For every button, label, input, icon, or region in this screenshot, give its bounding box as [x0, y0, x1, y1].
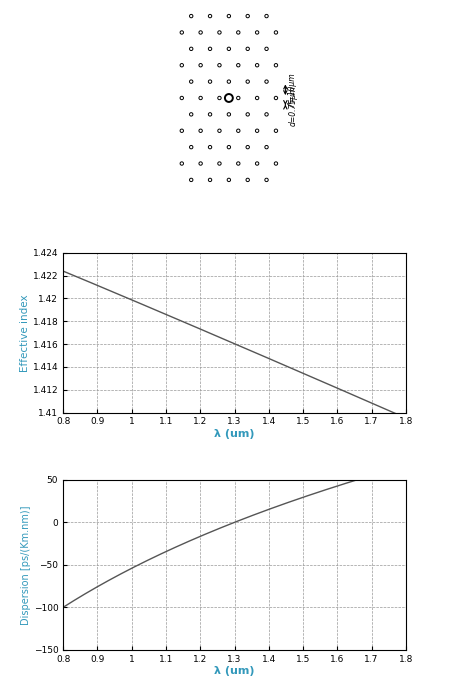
X-axis label: λ (um): λ (um) — [214, 667, 255, 676]
Text: Λ=10μm: Λ=10μm — [289, 73, 298, 106]
Y-axis label: Dispersion [ps/(Km.nm)]: Dispersion [ps/(Km.nm)] — [21, 505, 31, 625]
Y-axis label: Effective index: Effective index — [20, 294, 30, 372]
Text: d=0.75μm: d=0.75μm — [289, 86, 298, 126]
X-axis label: λ (um): λ (um) — [214, 430, 255, 439]
